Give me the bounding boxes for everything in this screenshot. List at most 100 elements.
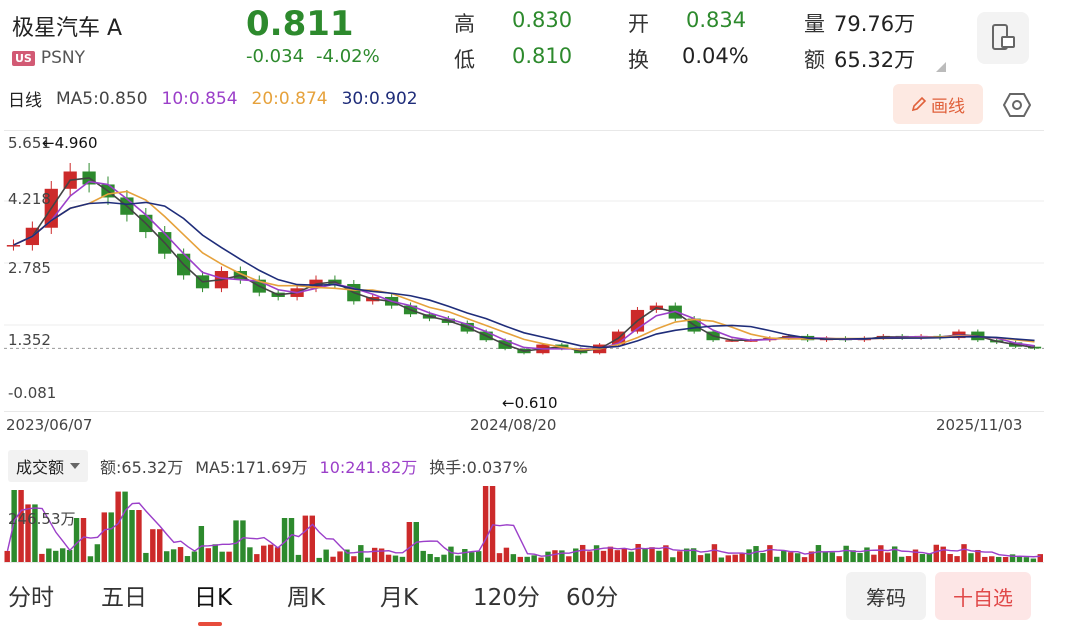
stock-name: 极星汽车 A bbox=[12, 16, 123, 41]
volume-ma5: MA5:171.69万 bbox=[195, 458, 308, 477]
volume-bar bbox=[1037, 554, 1043, 562]
price-axis-label: 5.651 bbox=[8, 134, 51, 152]
ma5-value: MA5:0.850 bbox=[56, 88, 148, 109]
volume-bar bbox=[489, 486, 496, 562]
volume-bar bbox=[725, 555, 731, 562]
landscape-toggle-button[interactable] bbox=[977, 12, 1029, 64]
volume-amount: 额:65.32万 bbox=[100, 458, 184, 477]
volume-bar bbox=[704, 553, 711, 562]
volume-bar bbox=[718, 557, 725, 562]
volume-bar bbox=[989, 556, 995, 562]
tab-intraday[interactable]: 分时 bbox=[8, 585, 54, 611]
volume-bar bbox=[455, 555, 461, 562]
volume-bar bbox=[475, 551, 482, 562]
market-badge: US bbox=[12, 50, 35, 66]
volume-bar bbox=[330, 556, 336, 562]
volume-chart[interactable] bbox=[4, 482, 1044, 563]
volume-bar bbox=[559, 550, 565, 562]
volume-bar bbox=[760, 553, 766, 562]
volume-bar bbox=[857, 553, 863, 562]
volume-bar bbox=[961, 544, 967, 562]
volume-bar bbox=[1002, 556, 1009, 562]
period-label[interactable]: 日线 bbox=[8, 91, 42, 111]
ma20-line bbox=[13, 190, 1035, 351]
volume-bar bbox=[25, 504, 31, 562]
volume-bar bbox=[538, 557, 544, 562]
volume-bar bbox=[926, 553, 933, 562]
volume-bar bbox=[94, 544, 101, 562]
volume-bar bbox=[503, 547, 510, 562]
tab-weekly-k[interactable]: 周K bbox=[287, 585, 326, 611]
tab-60min[interactable]: 60分 bbox=[566, 585, 619, 611]
stat-value-turnover: 0.04% bbox=[682, 44, 749, 68]
volume-bar bbox=[898, 556, 905, 562]
volume-bar bbox=[46, 548, 52, 562]
volume-bar bbox=[891, 546, 898, 562]
volume-bar bbox=[864, 547, 870, 562]
volume-bar bbox=[940, 546, 946, 562]
stat-label-amount: 额 bbox=[804, 48, 825, 72]
change-percent: -4.02% bbox=[316, 46, 380, 67]
volume-bar bbox=[420, 550, 426, 562]
stat-value-high: 0.830 bbox=[512, 8, 573, 32]
volume-bar bbox=[18, 490, 24, 562]
volume-bar bbox=[261, 545, 267, 562]
volume-bar bbox=[323, 549, 329, 562]
volume-indicator-select[interactable]: 成交额 bbox=[8, 450, 89, 482]
volume-bar bbox=[87, 556, 94, 562]
volume-bar bbox=[677, 551, 683, 562]
volume-bar bbox=[73, 518, 80, 562]
volume-bar bbox=[545, 551, 551, 562]
volume-bar bbox=[739, 553, 745, 562]
stat-value-amount: 65.32万 bbox=[834, 48, 916, 72]
volume-bar bbox=[579, 544, 586, 562]
chart-settings-icon[interactable] bbox=[1003, 92, 1031, 118]
volume-bar bbox=[184, 556, 191, 562]
low-annotation: ←0.610 bbox=[502, 394, 558, 412]
volume-bar bbox=[59, 548, 66, 562]
volume-bar bbox=[843, 545, 849, 562]
volume-bar bbox=[878, 545, 884, 562]
tab-daily-k[interactable]: 日K bbox=[194, 578, 287, 626]
volume-bar bbox=[690, 548, 697, 562]
volume-bar bbox=[517, 556, 523, 562]
volume-bar bbox=[226, 551, 232, 562]
draw-line-label: 画线 bbox=[931, 96, 965, 117]
volume-bar bbox=[1023, 557, 1030, 562]
price-axis-label: -0.081 bbox=[8, 384, 57, 402]
chips-button[interactable]: 筹码 bbox=[846, 572, 926, 620]
volume-header: 成交额 额:65.32万 MA5:171.69万 10:241.82万 换手:0… bbox=[8, 450, 528, 482]
volume-bar bbox=[392, 555, 399, 562]
price-axis-label: 1.352 bbox=[8, 331, 51, 349]
volume-bar bbox=[1030, 558, 1037, 562]
expand-corner-icon[interactable] bbox=[936, 62, 946, 72]
volume-bar bbox=[129, 510, 135, 562]
volume-bar bbox=[808, 551, 815, 562]
add-watchlist-button[interactable]: 十自选 bbox=[935, 572, 1031, 620]
volume-bar bbox=[524, 556, 530, 562]
volume-bar bbox=[801, 557, 808, 562]
volume-bar bbox=[836, 556, 842, 562]
volume-bar bbox=[399, 556, 406, 562]
volume-bar bbox=[267, 544, 274, 562]
volume-bar bbox=[767, 545, 773, 562]
ma10-value: 10:0.854 bbox=[161, 88, 238, 109]
volume-bar bbox=[912, 549, 919, 562]
volume-bar bbox=[371, 547, 378, 562]
volume-bar bbox=[337, 551, 343, 562]
volume-turnover: 换手:0.037% bbox=[429, 458, 528, 477]
tab-monthly-k[interactable]: 月K bbox=[380, 585, 419, 611]
volume-bar bbox=[191, 551, 198, 562]
ma30-line bbox=[13, 201, 1035, 349]
volume-bar bbox=[995, 556, 1002, 562]
volume-bar bbox=[170, 549, 177, 562]
draw-line-button[interactable]: 画线 bbox=[893, 84, 983, 124]
tab-five-day[interactable]: 五日 bbox=[101, 585, 147, 611]
volume-bar bbox=[954, 556, 960, 562]
volume-bar bbox=[496, 553, 503, 562]
volume-bar bbox=[510, 554, 517, 562]
volume-bar bbox=[344, 549, 350, 562]
tab-120min[interactable]: 120分 bbox=[473, 585, 540, 611]
volume-bar bbox=[295, 554, 302, 562]
kline-chart[interactable] bbox=[4, 130, 1044, 412]
